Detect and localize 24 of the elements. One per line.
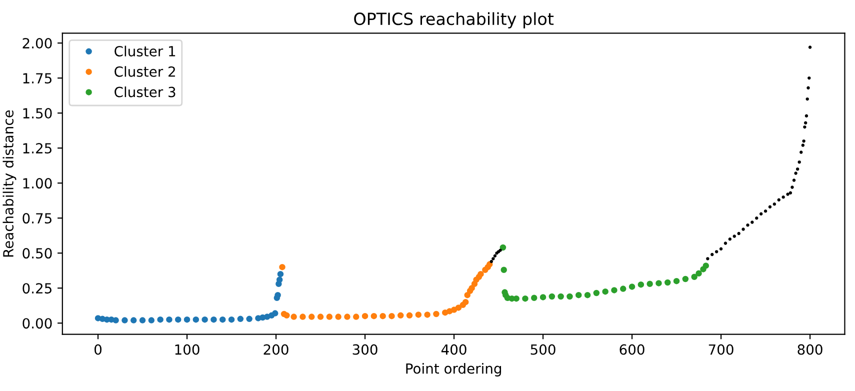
x-axis-title: Point ordering (406, 363, 502, 376)
x-tick-label: 100 (175, 344, 200, 355)
y-axis-title: Reachability distance (2, 110, 16, 257)
x-tick-label: 400 (441, 344, 466, 355)
x-tick-label: 500 (530, 344, 556, 355)
x-tick-label: 300 (352, 344, 378, 355)
x-tick-label: 700 (708, 344, 734, 355)
x-tick-label: 800 (798, 344, 822, 355)
y-tick-label: 2.00 (22, 38, 52, 49)
chart-title: OPTICS reachability plot (354, 12, 554, 28)
x-tick-label: 600 (620, 344, 644, 355)
y-tick-label: 1.50 (23, 108, 52, 119)
y-tick-label: 0.00 (22, 318, 52, 329)
y-tick-label: 0.75 (22, 213, 52, 224)
x-tick-label: 0 (94, 344, 102, 355)
y-tick-label: 0.25 (22, 283, 52, 294)
legend-label: Cluster 3 (114, 86, 176, 98)
y-tick-label: 1.75 (23, 73, 52, 84)
legend-label: Cluster 2 (114, 66, 175, 77)
x-tick-label: 200 (264, 344, 288, 355)
y-tick-label: 1.00 (23, 178, 52, 189)
y-tick-label: 1.25 (23, 143, 52, 154)
legend-label: Cluster 1 (114, 46, 176, 56)
y-tick-label: 0.50 (22, 248, 52, 259)
